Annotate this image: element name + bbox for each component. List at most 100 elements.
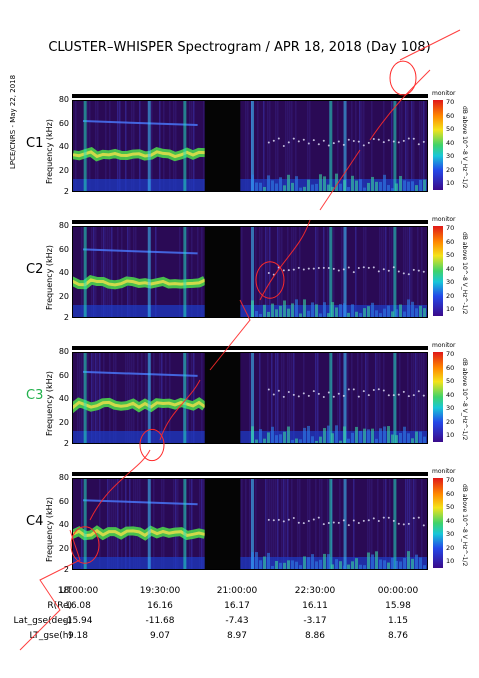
low-band-activity [327, 554, 330, 569]
noise-streak [99, 353, 101, 443]
emission-dot [277, 137, 280, 140]
emission-dot [332, 521, 335, 524]
emission-dot [377, 388, 380, 391]
colorbar-tick-label: 50 [446, 125, 455, 133]
low-band-activity [307, 425, 310, 443]
emission-dot [327, 391, 330, 394]
emission-dot [287, 391, 290, 394]
emission-dot [267, 141, 270, 144]
noise-streak [421, 227, 423, 317]
noise-streak [137, 353, 139, 443]
emission-dot [402, 139, 405, 142]
emission-dot [322, 139, 325, 142]
burst-event [251, 101, 254, 191]
emission-dot [297, 266, 300, 269]
noise-streak [91, 353, 93, 443]
noise-streak [271, 353, 273, 443]
emission-dot [307, 267, 310, 270]
noise-streak [315, 479, 317, 569]
noise-streak [383, 479, 385, 569]
low-band-activity [311, 184, 314, 191]
colorbar-tick-label: 50 [446, 377, 455, 385]
emission-dot [282, 520, 285, 523]
emission-dot [312, 518, 315, 521]
emission-dot [352, 271, 355, 274]
noise-streak [317, 353, 319, 443]
low-band-activity [279, 177, 282, 191]
burst-event [343, 101, 347, 191]
harmonic-line [82, 120, 198, 127]
y-axis-label: Frequency (kHz) [45, 497, 54, 562]
low-band-activity [423, 179, 426, 191]
low-band-activity [427, 559, 428, 570]
noise-streak [297, 479, 299, 569]
low-band-activity [303, 427, 306, 443]
low-band-activity [259, 429, 262, 443]
burst-event [251, 227, 254, 317]
noise-streak [241, 227, 243, 317]
noise-streak [97, 101, 99, 191]
noise-streak [411, 101, 413, 191]
noise-streak [199, 479, 201, 569]
low-frequency-band [73, 305, 427, 317]
burst-event [147, 101, 151, 191]
emission-dot [417, 143, 420, 146]
low-band-activity [427, 312, 428, 318]
noise-streak [283, 479, 285, 569]
noise-streak [365, 353, 367, 443]
emission-dot [282, 144, 285, 147]
noise-streak [177, 479, 179, 569]
spacecraft-label: C4 [26, 514, 44, 529]
emission-dot [367, 519, 370, 522]
colorbar-title: monitor [432, 216, 456, 223]
noise-streak [411, 353, 413, 443]
emission-dot [412, 268, 415, 271]
noise-streak [191, 353, 193, 443]
emission-dot [287, 518, 290, 521]
noise-streak [355, 101, 357, 191]
low-band-activity [291, 439, 294, 443]
low-band-activity [271, 180, 274, 191]
noise-streak [259, 353, 261, 443]
low-band-activity [371, 554, 374, 569]
low-band-activity [263, 304, 266, 317]
burst-event [83, 227, 87, 317]
emission-dot [267, 518, 270, 521]
data-gap [204, 101, 241, 191]
noise-streak [255, 227, 257, 317]
emission-dot [352, 140, 355, 143]
low-band-activity [399, 561, 402, 569]
noise-streak [117, 101, 119, 191]
noise-streak [285, 479, 287, 569]
noise-streak [353, 479, 355, 569]
noise-streak [161, 353, 163, 443]
low-band-activity [331, 302, 334, 317]
noise-streak [333, 227, 335, 317]
low-band-activity [351, 175, 354, 191]
emission-dot [357, 140, 360, 143]
noise-streak [299, 227, 301, 317]
emission-dot [407, 395, 410, 398]
y-tick-label: 40 [58, 142, 69, 152]
noise-streak [161, 479, 163, 569]
low-band-activity [331, 564, 334, 569]
noise-streak [265, 227, 267, 317]
emission-dot [292, 516, 295, 519]
noise-streak [81, 353, 83, 443]
colorbar-tick-label: 40 [446, 516, 455, 525]
noise-streak [257, 101, 259, 191]
noise-streak [105, 101, 107, 191]
noise-streak [173, 101, 175, 191]
noise-streak [95, 353, 97, 443]
low-band-activity [343, 565, 346, 569]
emission-dot [267, 271, 270, 274]
low-band-activity [415, 185, 418, 191]
low-band-activity [283, 185, 286, 191]
noise-streak [407, 353, 409, 443]
noise-streak [381, 227, 383, 317]
y-tick-label: 80 [58, 95, 69, 104]
low-band-activity [415, 554, 418, 569]
low-band-activity [387, 305, 390, 317]
noise-streak [255, 479, 257, 569]
noise-streak [129, 479, 131, 569]
